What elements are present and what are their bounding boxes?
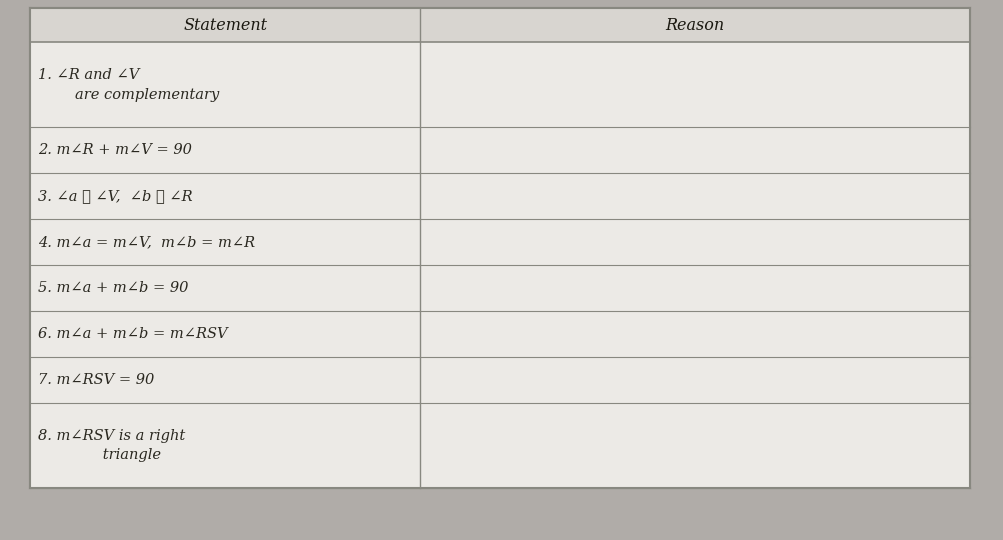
Bar [30,265,969,311]
Text: 7. m∠RSV = 90: 7. m∠RSV = 90 [38,373,154,387]
Bar [30,219,969,265]
Text: 6. m∠a + m∠b = m∠RSV: 6. m∠a + m∠b = m∠RSV [38,327,228,341]
Text: 5. m∠a + m∠b = 90: 5. m∠a + m∠b = 90 [38,281,189,295]
Text: 4. m∠a = m∠V,  m∠b = m∠R: 4. m∠a = m∠V, m∠b = m∠R [38,235,255,249]
Text: 8. m∠RSV is a right
              triangle: 8. m∠RSV is a right triangle [38,429,186,462]
Bar [30,8,969,43]
Bar [30,8,969,488]
Text: Statement: Statement [183,17,267,33]
Text: 3. ∠a ≅ ∠V,  ∠b ≅ ∠R: 3. ∠a ≅ ∠V, ∠b ≅ ∠R [38,190,193,204]
Bar [30,127,969,173]
Bar [30,403,969,488]
Bar [30,311,969,357]
Bar [30,357,969,403]
Bar [30,43,969,127]
Text: 2. m∠R + m∠V = 90: 2. m∠R + m∠V = 90 [38,144,192,157]
Text: Reason: Reason [665,17,724,33]
Bar [30,173,969,219]
Text: 1. ∠R and ∠V
        are complementary: 1. ∠R and ∠V are complementary [38,68,219,102]
